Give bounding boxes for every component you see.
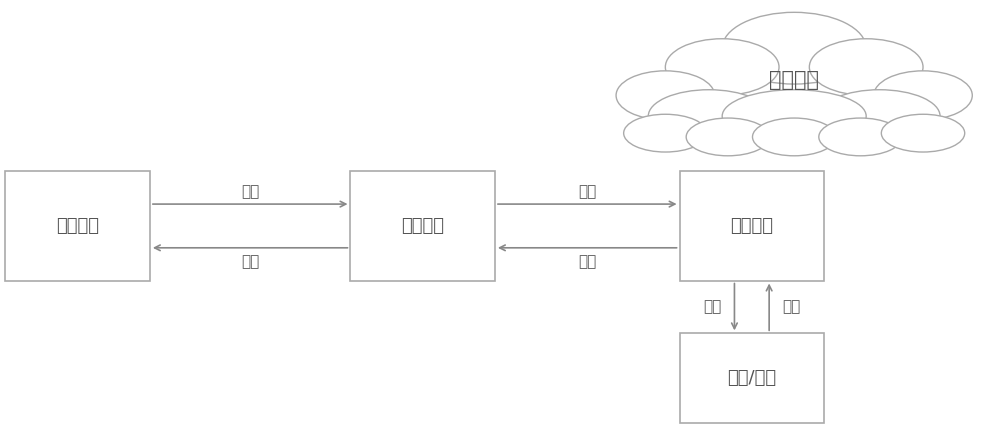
Text: 信息: 信息 [241, 184, 259, 199]
Text: 通信网络: 通信网络 [401, 217, 444, 235]
Ellipse shape [722, 90, 866, 143]
Ellipse shape [686, 118, 770, 156]
Ellipse shape [809, 39, 923, 95]
Text: 前端装置: 前端装置 [56, 217, 99, 235]
Text: 信息: 信息 [578, 184, 596, 199]
Text: 信息: 信息 [703, 300, 722, 314]
Text: 后台装置: 后台装置 [730, 217, 773, 235]
Text: 访问/管理: 访问/管理 [727, 369, 776, 387]
Ellipse shape [648, 90, 770, 143]
Ellipse shape [881, 114, 965, 152]
FancyBboxPatch shape [680, 171, 824, 281]
Text: 云端部署: 云端部署 [769, 70, 819, 90]
FancyBboxPatch shape [680, 333, 824, 422]
FancyBboxPatch shape [350, 171, 495, 281]
Text: 信息: 信息 [241, 254, 259, 269]
Ellipse shape [616, 71, 715, 120]
Ellipse shape [624, 114, 707, 152]
Ellipse shape [819, 90, 940, 143]
Text: 信息: 信息 [578, 254, 596, 269]
Ellipse shape [819, 118, 902, 156]
Ellipse shape [722, 12, 866, 84]
FancyBboxPatch shape [5, 171, 150, 281]
Ellipse shape [665, 39, 779, 95]
Ellipse shape [874, 71, 972, 120]
Ellipse shape [752, 118, 836, 156]
Text: 信息: 信息 [782, 300, 800, 314]
